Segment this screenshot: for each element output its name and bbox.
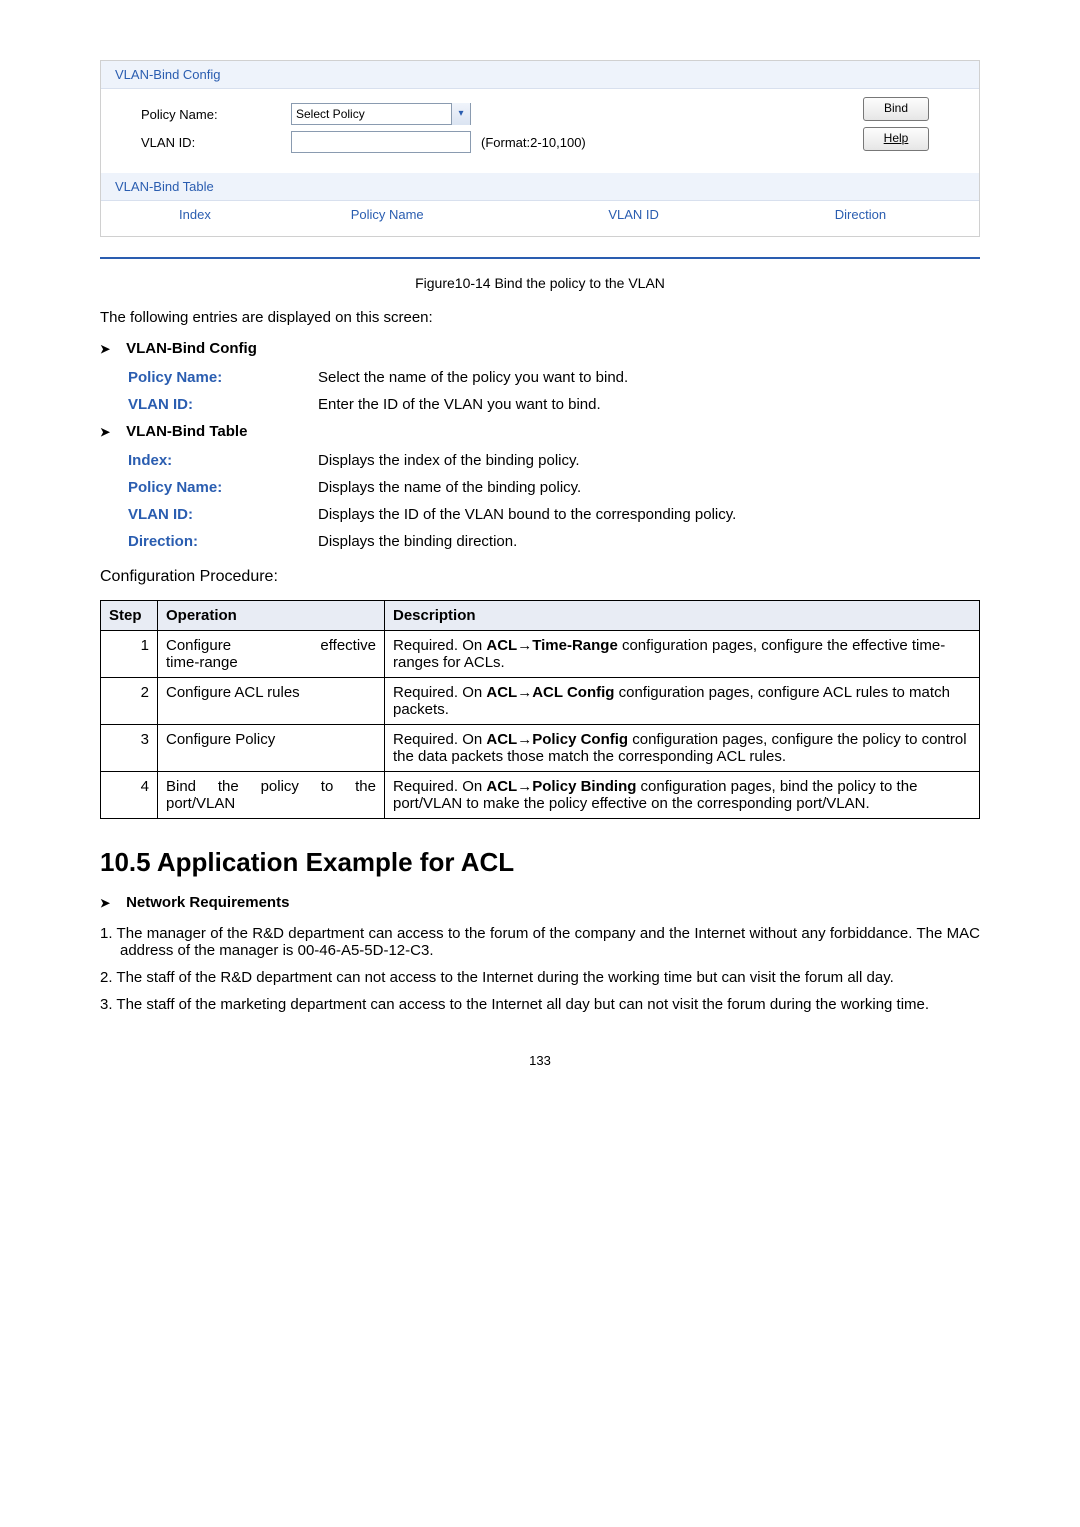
- bullet-arrow-icon: ➤: [100, 896, 110, 910]
- def-row: Index: Displays the index of the binding…: [128, 452, 980, 469]
- cell-operation: Configure Policy: [158, 725, 385, 772]
- def-row: Policy Name: Select the name of the poli…: [128, 369, 980, 386]
- network-requirements-heading: ➤ Network Requirements: [100, 894, 980, 911]
- section-header-config: VLAN-Bind Config: [101, 61, 979, 89]
- cell-description: Required. On ACL→Policy Config configura…: [385, 725, 980, 772]
- cell-operation: Configureeffectivetime-range: [158, 631, 385, 678]
- def-row: Direction: Displays the binding directio…: [128, 533, 980, 550]
- def-row: VLAN ID: Displays the ID of the VLAN bou…: [128, 506, 980, 523]
- cell-operation: Bindthepolicytotheport/VLAN: [158, 772, 385, 819]
- section-10-5-title: 10.5 Application Example for ACL: [100, 847, 980, 878]
- bullet-arrow-icon: ➤: [100, 425, 110, 439]
- cell-description: Required. On ACL→Policy Binding configur…: [385, 772, 980, 819]
- th-operation: Operation: [158, 601, 385, 631]
- vlan-bind-config-heading: ➤ VLAN-Bind Config: [100, 340, 980, 357]
- policy-name-select[interactable]: Select Policy ▾: [291, 103, 471, 125]
- policy-name-label: Policy Name:: [141, 107, 291, 122]
- figure-caption: Figure10-14 Bind the policy to the VLAN: [100, 275, 980, 291]
- def-term: Index:: [128, 452, 318, 469]
- cell-step: 2: [101, 678, 158, 725]
- divider: [100, 257, 980, 259]
- cell-step: 4: [101, 772, 158, 819]
- vlan-bind-table-heading: ➤ VLAN-Bind Table: [100, 423, 980, 440]
- table-row: 1 Configureeffectivetime-range Required.…: [101, 631, 980, 678]
- vlan-id-input[interactable]: [291, 131, 471, 153]
- page-number: 133: [100, 1053, 980, 1068]
- col-index: Index: [121, 207, 269, 222]
- table-row: 3 Configure Policy Required. On ACL→Poli…: [101, 725, 980, 772]
- def-desc: Displays the ID of the VLAN bound to the…: [318, 506, 980, 523]
- policy-select-value: Select Policy: [296, 107, 365, 121]
- intro-text: The following entries are displayed on t…: [100, 309, 980, 326]
- requirement-item: 3. The staff of the marketing department…: [100, 996, 980, 1013]
- col-direction: Direction: [762, 207, 959, 222]
- cell-step: 3: [101, 725, 158, 772]
- format-hint: (Format:2-10,100): [481, 135, 586, 150]
- def-term: Direction:: [128, 533, 318, 550]
- chevron-down-icon: ▾: [451, 103, 470, 125]
- def-row: Policy Name: Displays the name of the bi…: [128, 479, 980, 496]
- requirement-item: 1. The manager of the R&D department can…: [100, 925, 980, 959]
- def-desc: Select the name of the policy you want t…: [318, 369, 980, 386]
- requirement-item: 2. The staff of the R&D department can n…: [100, 969, 980, 986]
- col-policy-name: Policy Name: [269, 207, 506, 222]
- def-desc: Displays the index of the binding policy…: [318, 452, 980, 469]
- vlan-id-label: VLAN ID:: [141, 135, 291, 150]
- def-term: VLAN ID:: [128, 506, 318, 523]
- th-step: Step: [101, 601, 158, 631]
- def-desc: Displays the binding direction.: [318, 533, 980, 550]
- def-term: Policy Name:: [128, 479, 318, 496]
- th-description: Description: [385, 601, 980, 631]
- cell-operation: Configure ACL rules: [158, 678, 385, 725]
- table-header-row: Step Operation Description: [101, 601, 980, 631]
- def-row: VLAN ID: Enter the ID of the VLAN you wa…: [128, 396, 980, 413]
- bullet-arrow-icon: ➤: [100, 342, 110, 356]
- table-row: 4 Bindthepolicytotheport/VLAN Required. …: [101, 772, 980, 819]
- table-row: 2 Configure ACL rules Required. On ACL→A…: [101, 678, 980, 725]
- def-desc: Enter the ID of the VLAN you want to bin…: [318, 396, 980, 413]
- def-term: VLAN ID:: [128, 396, 318, 413]
- procedure-table: Step Operation Description 1 Configureef…: [100, 600, 980, 819]
- def-desc: Displays the name of the binding policy.: [318, 479, 980, 496]
- config-procedure-label: Configuration Procedure:: [100, 568, 980, 586]
- cell-description: Required. On ACL→Time-Range configuratio…: [385, 631, 980, 678]
- bind-button[interactable]: Bind: [863, 97, 929, 121]
- col-vlan-id: VLAN ID: [505, 207, 761, 222]
- cell-step: 1: [101, 631, 158, 678]
- vlan-bind-table-header: Index Policy Name VLAN ID Direction: [121, 201, 959, 230]
- section-header-table: VLAN-Bind Table: [101, 173, 979, 201]
- vlan-bind-screenshot: VLAN-Bind Config Policy Name: Select Pol…: [100, 60, 980, 237]
- def-term: Policy Name:: [128, 369, 318, 386]
- help-button[interactable]: Help: [863, 127, 929, 151]
- cell-description: Required. On ACL→ACL Config configuratio…: [385, 678, 980, 725]
